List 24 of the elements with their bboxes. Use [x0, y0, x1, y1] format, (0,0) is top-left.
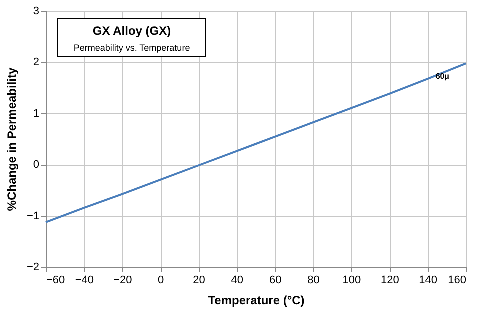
- x-tick-label: 0: [158, 274, 164, 286]
- y-tick-label: 1: [33, 108, 40, 120]
- x-tick-label: 160: [448, 274, 466, 286]
- x-tick-label: 20: [193, 274, 206, 286]
- y-tick-label: −2: [26, 262, 40, 274]
- series-label: 60µ: [436, 72, 450, 82]
- y-axis-title: %Change in Permeability: [4, 67, 19, 212]
- y-tick-label: 0: [33, 159, 40, 172]
- x-tick-label: 80: [308, 274, 320, 286]
- x-tick-label: 40: [231, 274, 244, 286]
- y-tick-label: 3: [33, 6, 40, 18]
- text: Permeability vs. Temperature: [74, 43, 190, 53]
- x-tick-label: −20: [114, 274, 132, 286]
- x-tick-label: −60: [46, 274, 66, 286]
- x-tick-label: 120: [380, 274, 400, 286]
- x-tick-label: 60: [269, 274, 282, 286]
- x-tick-label: 100: [342, 274, 362, 286]
- y-tick-label: −1: [26, 210, 40, 222]
- x-tick-label: −40: [75, 274, 94, 286]
- y-tick-label: 2: [33, 56, 40, 69]
- text: GX Alloy (GX): [92, 24, 172, 38]
- line-series: [45, 62, 467, 224]
- x-axis-title: Temperature (°C): [208, 294, 305, 308]
- x-tick-label: 140: [419, 274, 438, 286]
